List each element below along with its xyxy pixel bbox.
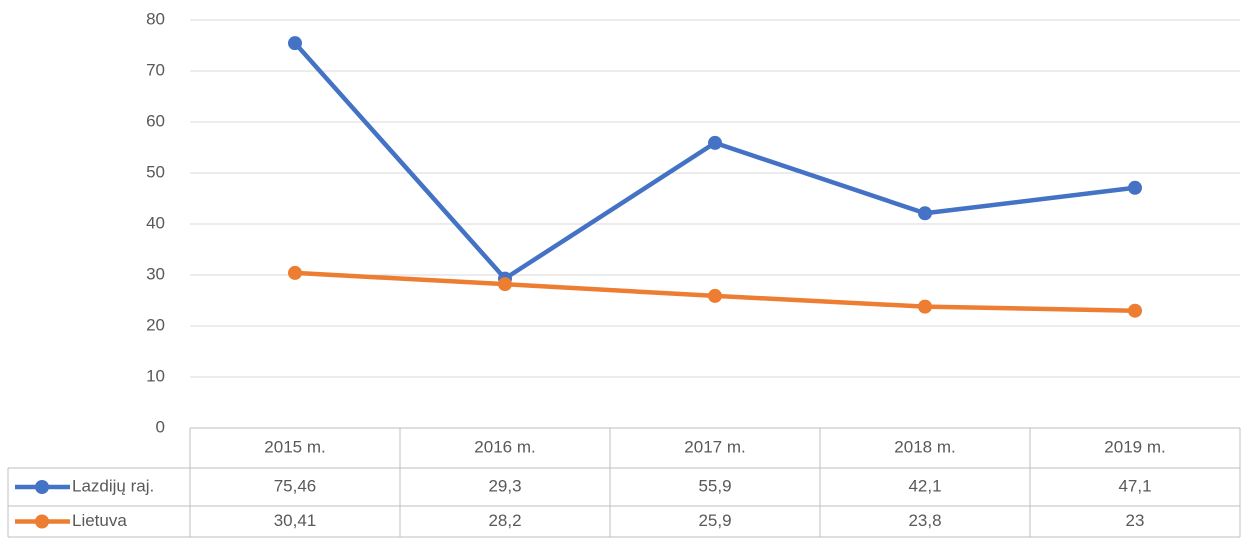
marker: [708, 135, 722, 150]
table-value: 23: [1126, 511, 1145, 530]
y-tick-label: 60: [146, 111, 165, 130]
table-value: 75,46: [274, 476, 317, 495]
y-tick-label: 70: [146, 60, 165, 79]
x-tick-label: 2018 m.: [894, 437, 955, 456]
table-value: 42,1: [908, 476, 941, 495]
y-tick-label: 10: [146, 366, 165, 385]
marker: [498, 277, 512, 292]
table-value: 28,2: [488, 511, 521, 530]
y-tick-label: 50: [146, 162, 165, 181]
x-tick-label: 2019 m.: [1104, 437, 1165, 456]
legend-label: Lazdijų raj.: [72, 476, 154, 495]
marker: [918, 299, 932, 314]
marker: [1128, 303, 1142, 318]
marker: [288, 36, 302, 51]
x-tick-label: 2017 m.: [684, 437, 745, 456]
table-value: 47,1: [1118, 476, 1151, 495]
table-value: 55,9: [698, 476, 731, 495]
table-value: 30,41: [274, 511, 317, 530]
x-tick-label: 2016 m.: [474, 437, 535, 456]
y-tick-label: 80: [146, 9, 165, 28]
table-value: 25,9: [698, 511, 731, 530]
y-tick-label: 20: [146, 315, 165, 334]
legend-label: Lietuva: [72, 511, 127, 530]
table-value: 23,8: [908, 511, 941, 530]
legend-key-marker: [35, 514, 49, 529]
marker: [708, 288, 722, 303]
y-tick-label: 40: [146, 213, 165, 232]
marker: [288, 265, 302, 280]
marker: [918, 206, 932, 221]
x-tick-label: 2015 m.: [264, 437, 325, 456]
marker: [1128, 180, 1142, 195]
y-tick-label: 30: [146, 264, 165, 283]
series-line: [293, 41, 1136, 281]
table-value: 29,3: [488, 476, 521, 495]
y-tick-label: 0: [156, 417, 165, 436]
legend-key-marker: [35, 480, 49, 494]
